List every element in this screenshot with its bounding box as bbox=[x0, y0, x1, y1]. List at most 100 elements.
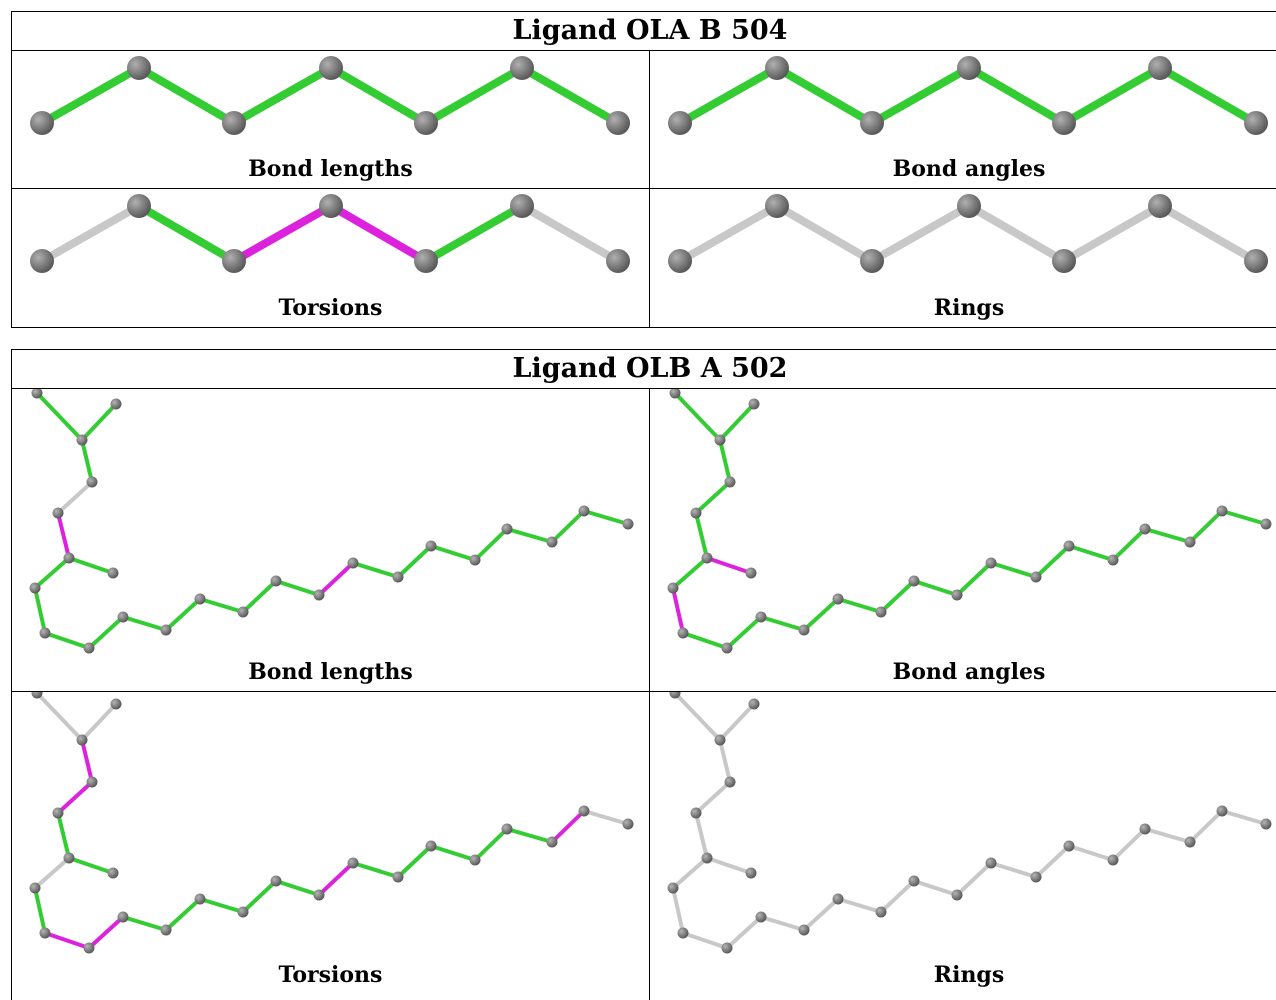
atom bbox=[87, 477, 98, 488]
bond bbox=[35, 588, 45, 633]
bond bbox=[35, 888, 45, 933]
bond bbox=[353, 863, 398, 877]
atom bbox=[502, 524, 513, 535]
bond bbox=[507, 529, 552, 542]
bond bbox=[584, 511, 628, 524]
bond bbox=[914, 581, 957, 595]
atom bbox=[1031, 872, 1042, 883]
atom bbox=[1064, 841, 1075, 852]
bond bbox=[675, 693, 720, 740]
bond bbox=[673, 588, 683, 633]
bond bbox=[123, 917, 166, 930]
bond bbox=[69, 858, 113, 873]
bond bbox=[720, 404, 754, 440]
panel-rings: Rings bbox=[650, 692, 1276, 1000]
atom bbox=[393, 872, 404, 883]
panel-bond-angles: Bond angles bbox=[650, 389, 1276, 691]
bond bbox=[319, 563, 353, 595]
atom bbox=[1031, 572, 1042, 583]
molecule-image bbox=[12, 389, 649, 691]
atom bbox=[725, 777, 736, 788]
atom bbox=[986, 858, 997, 869]
bond bbox=[89, 917, 123, 948]
atom bbox=[952, 890, 963, 901]
bond bbox=[243, 581, 276, 612]
bond bbox=[475, 829, 507, 860]
bond bbox=[276, 881, 319, 895]
bond bbox=[838, 899, 881, 912]
atom bbox=[909, 576, 920, 587]
atom bbox=[111, 399, 122, 410]
atom bbox=[876, 907, 887, 918]
atom bbox=[725, 477, 736, 488]
bond bbox=[58, 513, 69, 558]
bond bbox=[1069, 846, 1113, 860]
atom bbox=[756, 912, 767, 923]
bond bbox=[82, 704, 116, 740]
bond bbox=[881, 881, 914, 912]
atom bbox=[426, 841, 437, 852]
bond bbox=[1190, 511, 1222, 542]
panel-torsions: Torsions bbox=[12, 189, 649, 327]
ligand-table-olb: Ligand OLB A 502 Bond lengths Bond angle… bbox=[11, 349, 1276, 1000]
bond bbox=[804, 899, 838, 930]
bond bbox=[707, 858, 751, 873]
bond bbox=[673, 888, 683, 933]
bond bbox=[1222, 511, 1266, 524]
atom bbox=[986, 558, 997, 569]
bond bbox=[552, 511, 584, 542]
bond bbox=[675, 393, 720, 440]
bond bbox=[838, 599, 881, 612]
bond bbox=[1069, 546, 1113, 560]
atom bbox=[1140, 824, 1151, 835]
bond bbox=[1113, 829, 1145, 860]
atom bbox=[952, 590, 963, 601]
atom bbox=[426, 541, 437, 552]
caption-bond-angles: Bond angles bbox=[650, 659, 1276, 685]
atom bbox=[909, 876, 920, 887]
atom bbox=[118, 612, 129, 623]
bond bbox=[82, 740, 92, 782]
bond bbox=[475, 529, 507, 560]
atom bbox=[722, 943, 733, 954]
divider bbox=[12, 327, 1276, 328]
atom bbox=[470, 555, 481, 566]
atom bbox=[746, 868, 757, 879]
table-title: Ligand OLB A 502 bbox=[12, 350, 1276, 388]
bond bbox=[673, 558, 707, 588]
bond bbox=[37, 393, 82, 440]
caption-rings: Rings bbox=[650, 295, 1276, 321]
bond bbox=[991, 863, 1036, 877]
atom bbox=[108, 868, 119, 879]
bond bbox=[1190, 811, 1222, 842]
atom bbox=[470, 855, 481, 866]
table-title: Ligand OLA B 504 bbox=[12, 12, 1276, 50]
bond bbox=[507, 829, 552, 842]
bond bbox=[696, 813, 707, 858]
molecule-image bbox=[650, 692, 1276, 1000]
atom bbox=[40, 628, 51, 639]
atom bbox=[833, 894, 844, 905]
atom bbox=[271, 876, 282, 887]
bond bbox=[82, 404, 116, 440]
atom bbox=[1185, 837, 1196, 848]
atom bbox=[756, 612, 767, 623]
bond bbox=[761, 617, 804, 630]
bond bbox=[89, 617, 123, 648]
atom bbox=[502, 824, 513, 835]
bond bbox=[45, 933, 89, 948]
bond bbox=[398, 546, 431, 577]
bond bbox=[1145, 829, 1190, 842]
atom bbox=[161, 925, 172, 936]
atom bbox=[746, 568, 757, 579]
bond bbox=[683, 933, 727, 948]
atom bbox=[77, 735, 88, 746]
bond bbox=[957, 863, 991, 895]
bond bbox=[727, 917, 761, 948]
caption-torsions: Torsions bbox=[12, 962, 649, 988]
bond bbox=[1145, 529, 1190, 542]
atom bbox=[702, 553, 713, 564]
atom bbox=[348, 558, 359, 569]
atom bbox=[1261, 519, 1272, 530]
panel-torsions: Torsions bbox=[12, 692, 649, 1000]
